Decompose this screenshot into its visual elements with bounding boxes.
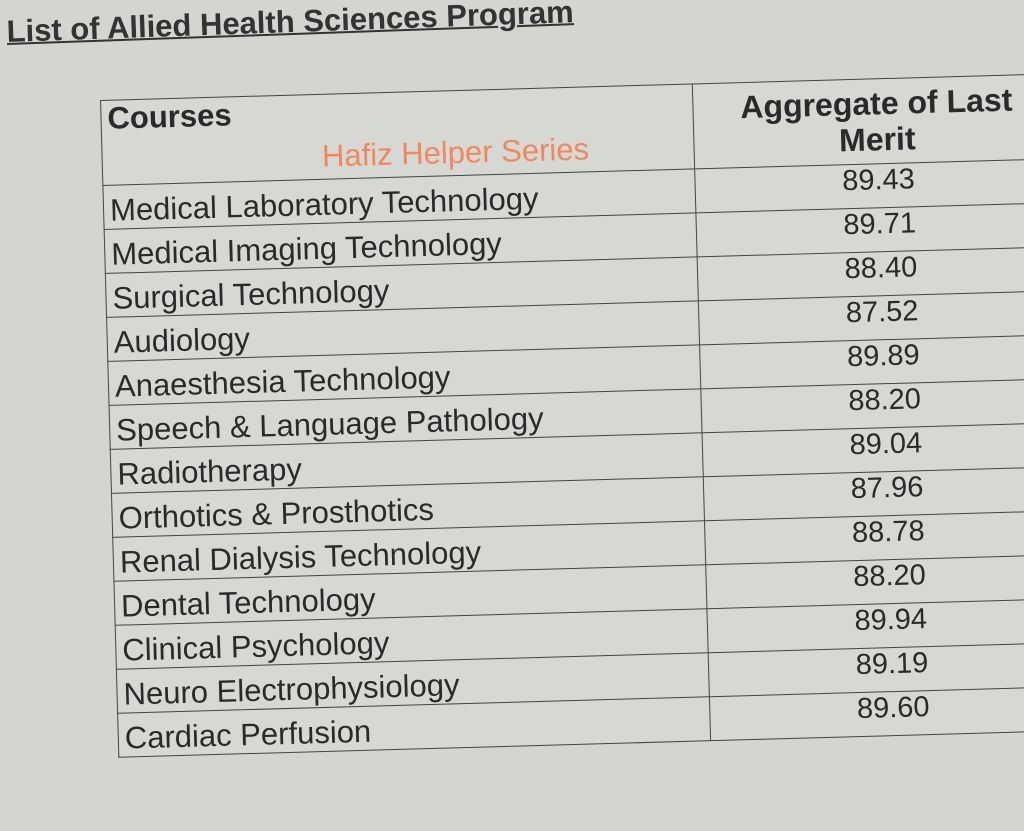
merit-value: 89.60: [709, 686, 1024, 741]
merit-table: Courses Aggregate of Last Merit Medical …: [100, 73, 1024, 758]
document-title: List of Allied Health Sciences Program: [6, 0, 575, 49]
merit-table-container: Courses Aggregate of Last Merit Medical …: [100, 73, 1024, 758]
watermark: Hafiz Helper Series: [321, 131, 590, 174]
header-aggregate: Aggregate of Last Merit: [692, 73, 1024, 169]
